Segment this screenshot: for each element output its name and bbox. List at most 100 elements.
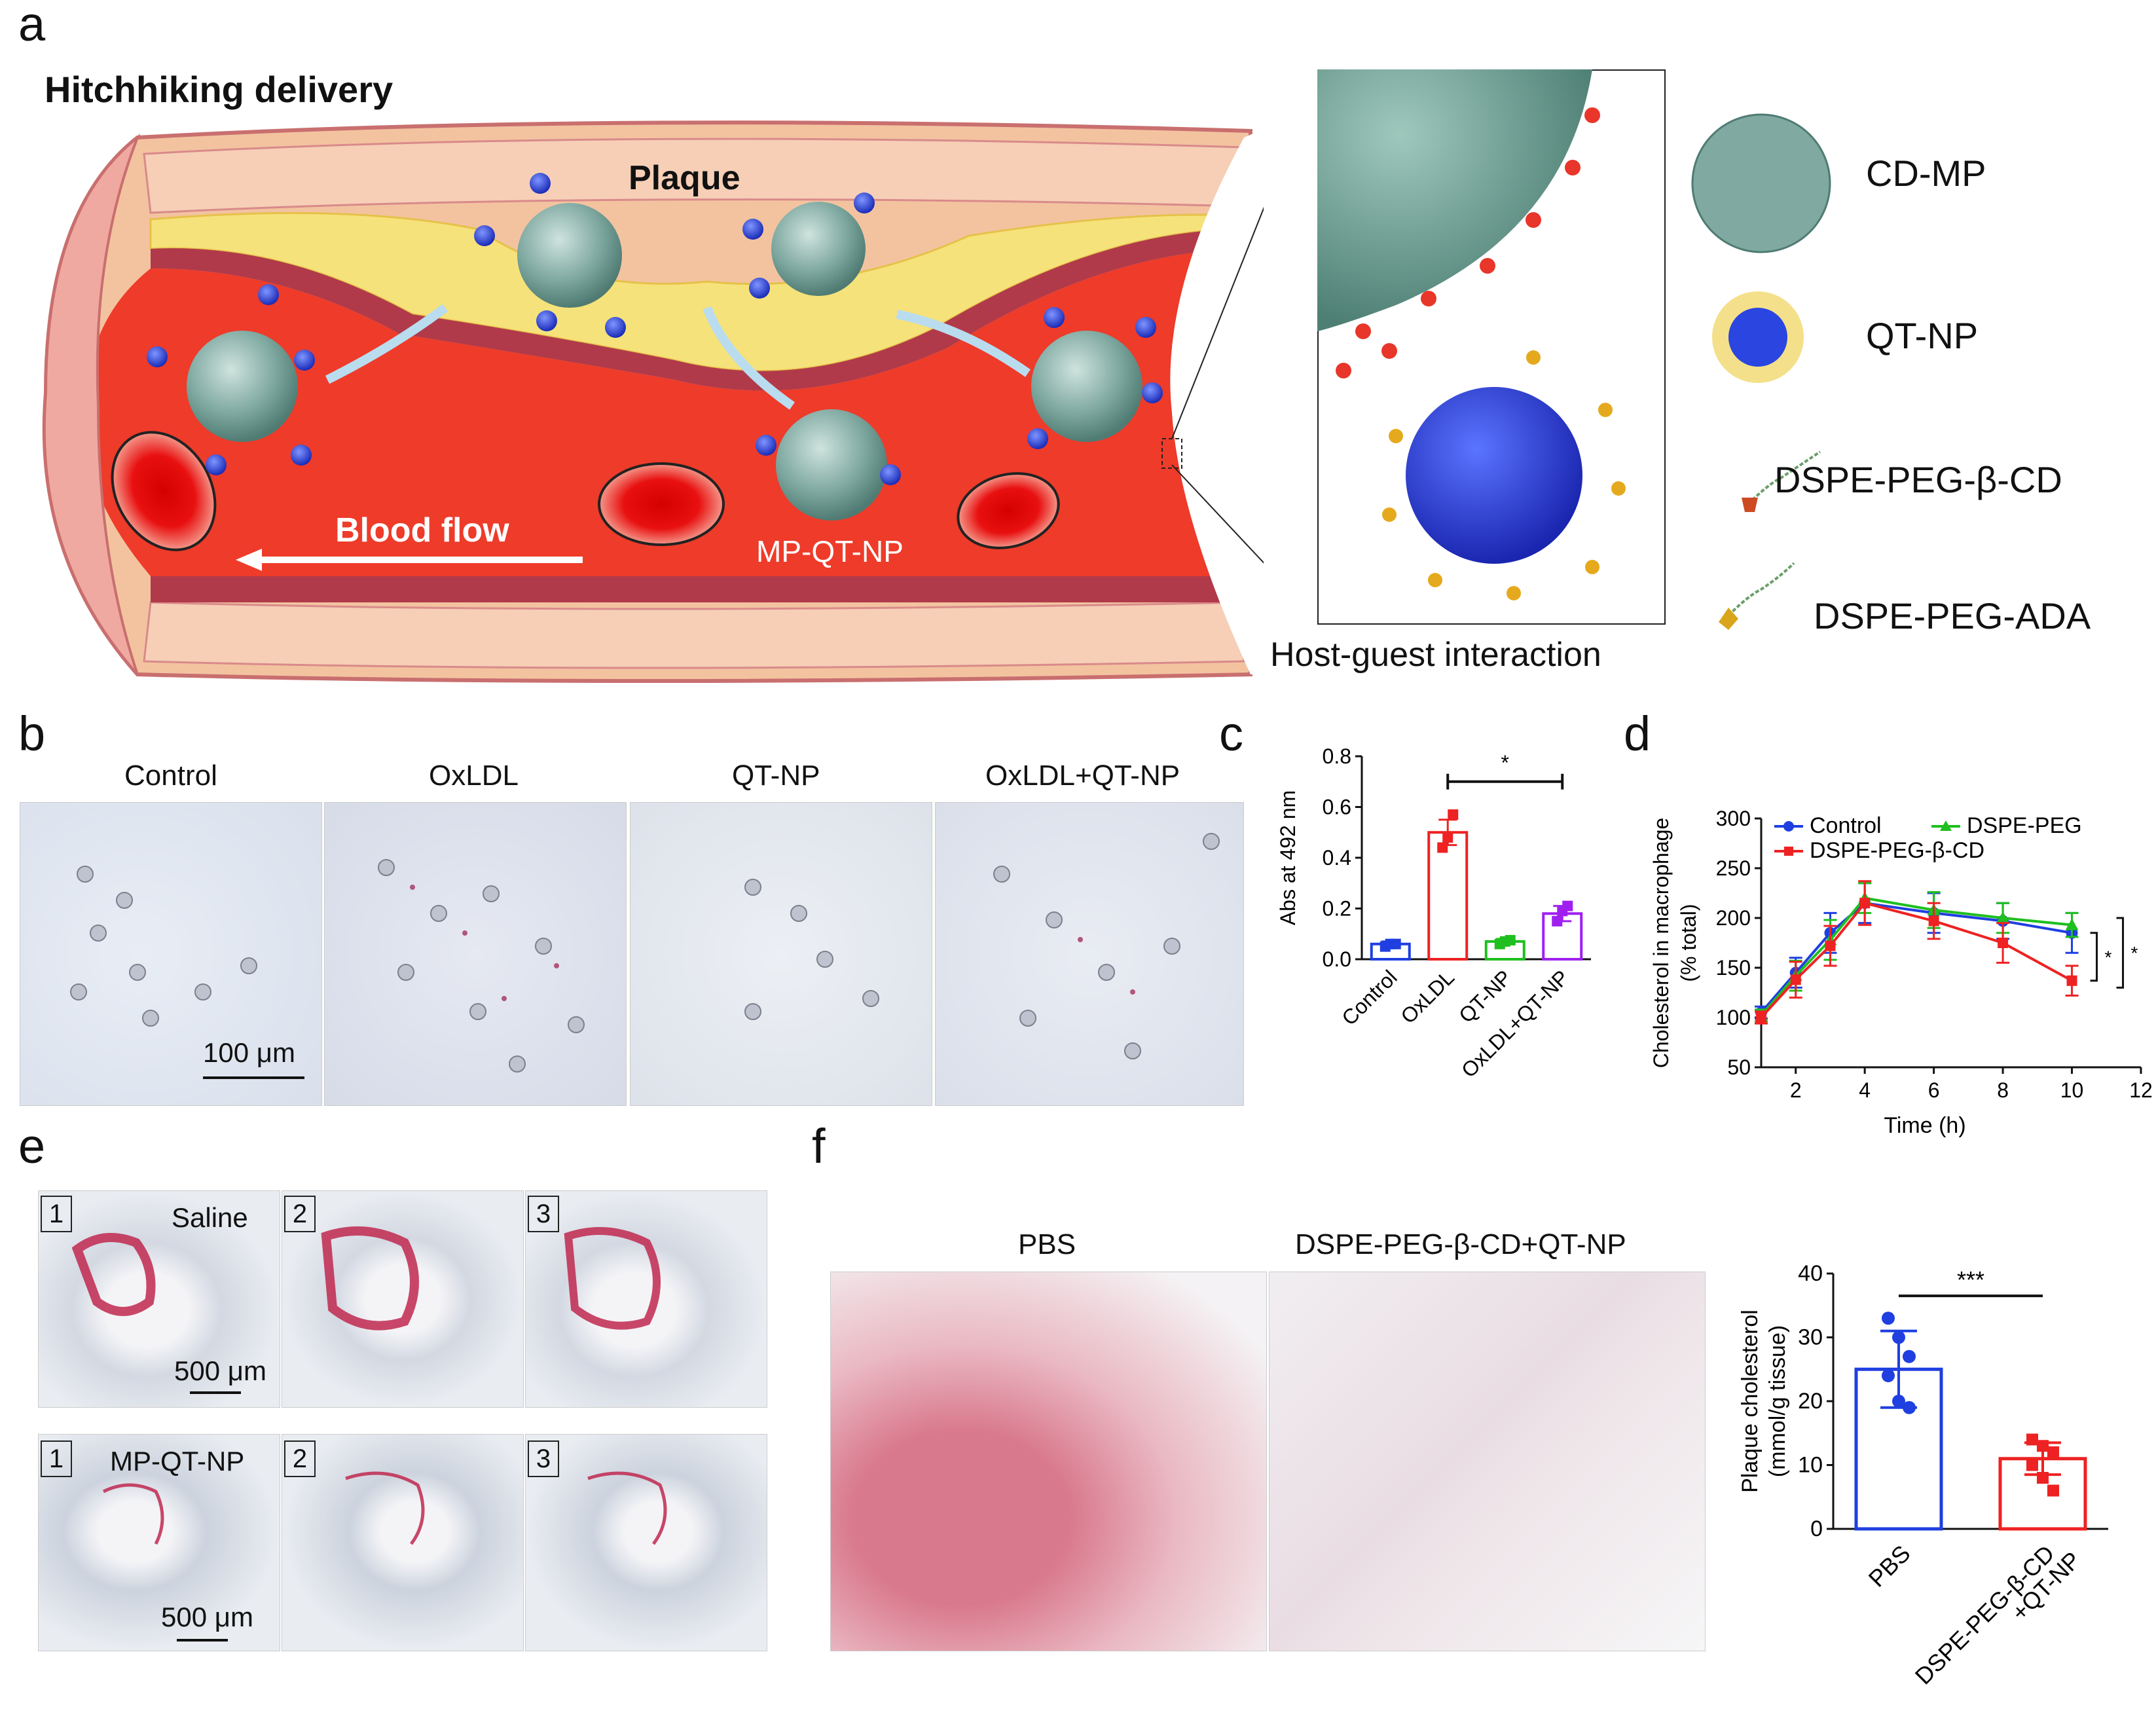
legend-marker <box>1940 820 1952 831</box>
data-point <box>1790 974 1801 985</box>
data-point <box>1448 809 1459 820</box>
x-tick-label: 12 <box>2129 1078 2153 1102</box>
y-axis-label: Cholesterol in macrophage <box>1649 818 1673 1068</box>
x-tick-label: DSPE-PEG-β-CD <box>1910 1540 2060 1690</box>
data-point <box>1998 938 2009 948</box>
panel-letter-f: f <box>812 1119 826 1173</box>
panel-letter-d: d <box>1624 706 1651 761</box>
micrograph-b-oxldl <box>324 802 627 1106</box>
micrograph-b-cells <box>70 833 1220 1073</box>
data-point <box>1928 915 1939 926</box>
significance-label: *** <box>1957 1266 1984 1293</box>
data-point <box>1825 940 1836 951</box>
legend-dspe-peg-cd-label: DSPE-PEG-β-CD <box>1774 459 2062 500</box>
panel-a-title: Hitchhiking delivery <box>45 69 393 110</box>
scale-bar-e-bottom-label: 500 μm <box>161 1602 253 1632</box>
inset-caption: Host-guest interaction <box>1270 636 1601 674</box>
panel-b-col-oxldl: OxLDL <box>429 760 519 792</box>
panel-letter-c: c <box>1219 706 1243 761</box>
legend-cd-mp-icon <box>1691 113 1831 253</box>
micrograph-b-qt-np <box>630 802 932 1106</box>
panel-f-col-pbs: PBS <box>1018 1228 1076 1260</box>
scale-bar-b-label: 100 μm <box>203 1037 295 1068</box>
histology-e-mp-1 <box>38 1434 280 1651</box>
significance-bracket <box>2116 917 2125 989</box>
scale-bar-e-top <box>190 1391 241 1394</box>
data-point <box>1505 934 1516 945</box>
x-tick-label: 6 <box>1928 1078 1940 1102</box>
histology-e-mp-3 <box>525 1434 767 1651</box>
histology-e-saline-2 <box>282 1190 524 1408</box>
group-label-saline: Saline <box>172 1202 248 1233</box>
legend-dspe-peg-cd-icon <box>1742 450 1821 512</box>
histology-e-stain <box>71 1226 667 1545</box>
micrograph-b-control <box>20 802 322 1106</box>
y-tick-label: 0 <box>1810 1516 1823 1541</box>
legend-marker <box>1784 847 1793 856</box>
legend-marker <box>1783 821 1794 832</box>
y-tick-label: 0.8 <box>1323 744 1351 768</box>
x-tick-label: 4 <box>1859 1078 1871 1102</box>
x-tick-label: 10 <box>2060 1078 2084 1102</box>
y-tick-label: 30 <box>1798 1325 1823 1350</box>
data-point <box>2037 1472 2049 1484</box>
data-point <box>1859 898 1871 909</box>
y-axis-label: Abs at 492 nm <box>1276 790 1300 925</box>
panel-letter-a: a <box>18 0 46 51</box>
x-tick-label: OxLDL <box>1396 965 1459 1028</box>
micrograph-b-oxldl-qt-np <box>935 802 1244 1106</box>
data-point <box>2026 1433 2038 1446</box>
y-tick-label: 0.6 <box>1323 796 1351 819</box>
significance-label: * <box>1501 751 1509 775</box>
panel-b-col-control: Control <box>124 760 217 792</box>
np-particles <box>147 173 1163 485</box>
data-point <box>1996 911 2010 923</box>
chart-f: 010203040PBSDSPE-PEG-β-CD+QT-NP***Plaque… <box>1738 1261 2108 1690</box>
significance-label: * <box>2105 947 2112 967</box>
data-point <box>1903 1401 1916 1414</box>
y-tick-label: 10 <box>1798 1453 1823 1478</box>
y-axis-label: (mmol/g tissue) <box>1765 1325 1790 1477</box>
scale-bar-e-bottom <box>177 1639 228 1641</box>
legend-label: DSPE-PEG-β-CD <box>1810 838 1984 863</box>
legend-dspe-peg-ada-label: DSPE-PEG-ADA <box>1814 595 2091 636</box>
legend-label: Control <box>1810 813 1882 838</box>
y-axis-label: Plaque cholesterol <box>1738 1310 1763 1493</box>
data-point <box>1562 900 1573 911</box>
data-point <box>1756 1012 1766 1023</box>
section-box-3: 3 <box>528 1196 559 1232</box>
scale-bar-b <box>203 1076 304 1079</box>
complex-label: MP-QT-NP <box>756 534 904 568</box>
mp-particles <box>187 202 1142 521</box>
blood-flow-label: Blood flow <box>335 511 509 549</box>
panel-b-col-oxldl-qt-np: OxLDL+QT-NP <box>985 760 1180 792</box>
panel-letter-e: e <box>18 1119 46 1173</box>
x-tick-label: Control <box>1337 965 1401 1029</box>
y-axis-label: (% total) <box>1677 904 1700 981</box>
data-point <box>1437 842 1448 853</box>
chart-c: 0.00.20.40.60.8ControlOxLDLQT-NPOxLDL+QT… <box>1276 744 1591 1082</box>
host-guest-inset <box>1317 69 1666 625</box>
vessel-schematic <box>42 120 1264 683</box>
section-box-1: 1 <box>41 1440 72 1477</box>
x-tick-label: 2 <box>1790 1078 1802 1102</box>
panel-letter-b: b <box>18 706 46 761</box>
y-tick-label: 200 <box>1716 906 1751 930</box>
data-point <box>2047 1446 2059 1458</box>
legend-qt-np-icon <box>1712 291 1804 383</box>
histology-e-saline-3 <box>525 1190 767 1408</box>
data-point <box>1903 1349 1916 1363</box>
group-label-mp-qt-np: MP-QT-NP <box>110 1446 245 1476</box>
legend-cd-mp-label: CD-MP <box>1866 153 1986 194</box>
panel-f-col-treated: DSPE-PEG-β-CD+QT-NP <box>1295 1228 1626 1260</box>
section-box-2: 2 <box>284 1440 316 1477</box>
data-point <box>1882 1369 1895 1382</box>
legend-qt-np-label: QT-NP <box>1866 315 1979 356</box>
y-tick-label: 50 <box>1727 1055 1751 1079</box>
histology-f-treated <box>1269 1272 1706 1651</box>
data-point <box>1882 1311 1895 1325</box>
y-tick-label: 20 <box>1798 1389 1823 1414</box>
y-tick-label: 300 <box>1716 807 1751 830</box>
plaque-label: Plaque <box>629 159 740 197</box>
